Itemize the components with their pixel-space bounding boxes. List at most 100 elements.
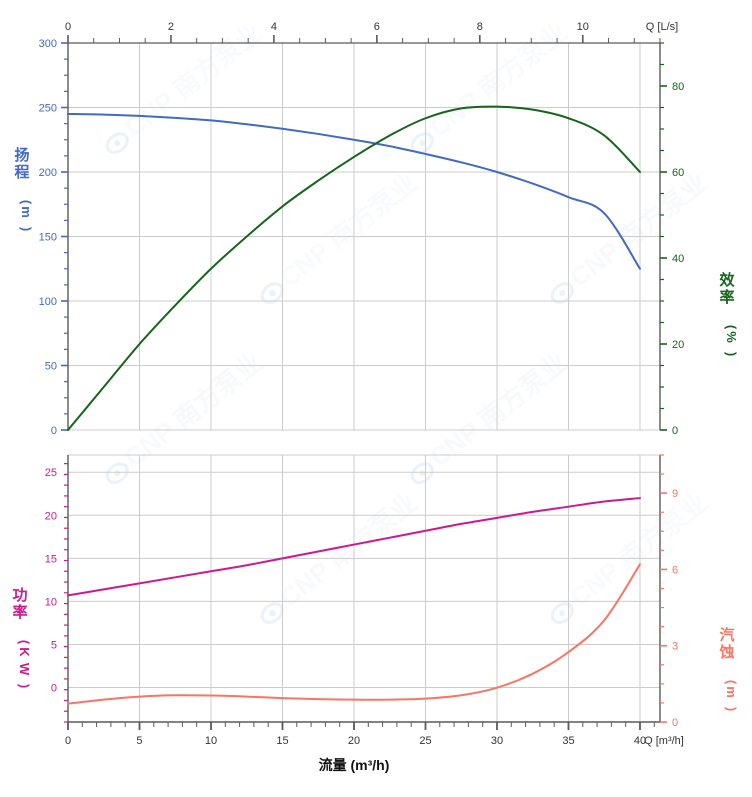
head-axis-title-char: 扬	[14, 146, 29, 164]
bottom-axis-tick-label: 30	[491, 735, 503, 747]
efficiency-axis-tick-label: 40	[672, 253, 684, 265]
watermark-logo-dot-icon	[269, 290, 276, 297]
power-axis-title-char: 功	[12, 587, 27, 604]
watermark-mark: CNP 南方泵业	[260, 167, 423, 304]
head-axis-tick-label: 150	[39, 232, 57, 244]
bottom-axis: 0 5 10 15 20 25 30 35 40Q [m³/h] 流量 (m³/h)	[65, 722, 684, 773]
power-axis-tick-label: 20	[45, 510, 57, 522]
curve-npsh	[67, 563, 641, 705]
top-axis-tick-label: 6	[374, 21, 380, 33]
watermark-logo-icon	[105, 132, 129, 154]
watermark-logo-dot-icon	[114, 470, 121, 477]
watermark-logo-icon	[550, 282, 574, 304]
bottom-axis-tick-label: 0	[65, 735, 71, 747]
npsh-axis: 9 6 3 0 汽蚀 (m)	[660, 454, 739, 729]
watermark-logo-icon	[260, 282, 284, 304]
power-axis-tick-label: 15	[45, 553, 57, 565]
power-axis-title-char: (	[17, 640, 32, 645]
curve-efficiency	[67, 105, 641, 431]
top-axis-tick-label: 0	[65, 21, 71, 33]
npsh-axis-tick-label: 6	[672, 564, 678, 576]
bottom-axis-tick-label: 40	[634, 735, 646, 747]
power-axis-tick-label: 0	[51, 683, 57, 695]
head-axis: 300 250 200 150 100 50 0 扬程 (m)	[14, 38, 68, 437]
npsh-axis-title-char: 蚀	[718, 643, 734, 661]
efficiency-axis-title-char: )	[724, 352, 739, 356]
npsh-axis-title-char: m	[724, 686, 739, 698]
efficiency-axis-title-char: 率	[719, 288, 734, 306]
power-axis-title-char: 率	[12, 603, 27, 621]
watermark-logo-icon	[105, 462, 129, 484]
npsh-axis-tick-label: 3	[672, 641, 678, 653]
head-axis-title-char: 程	[14, 164, 29, 181]
head-axis-title-char: m	[19, 206, 34, 218]
top-axis-title: Q [L/s]	[646, 21, 678, 33]
npsh-axis-tick-label: 0	[672, 717, 678, 729]
watermark-mark: CNP 南方泵业	[105, 347, 268, 484]
bottom-axis-tick-label: 15	[276, 735, 288, 747]
npsh-axis-title-char: 汽	[719, 626, 734, 644]
watermark-text: CNP 南方泵业	[424, 17, 573, 143]
top-axis-tick-label: 8	[477, 21, 483, 33]
npsh-axis-tick-label: 9	[672, 488, 678, 500]
head-axis-tick-label: 200	[39, 167, 57, 179]
watermark-logo-dot-icon	[114, 140, 121, 147]
top-axis-tick-label: 4	[271, 21, 277, 33]
bottom-axis-tick-label: 35	[562, 735, 574, 747]
bottom-axis-tick-label: 10	[205, 735, 217, 747]
head-axis-title-char: (	[19, 200, 34, 205]
watermark-mark: CNP 南方泵业	[105, 17, 268, 154]
curve-head	[67, 112, 641, 270]
efficiency-axis-tick-label: 20	[672, 339, 684, 351]
head-axis-tick-label: 50	[45, 361, 57, 373]
top-axis-tick-label: 2	[168, 21, 174, 33]
watermark-logo-dot-icon	[419, 470, 426, 477]
watermark-logo-icon	[550, 602, 574, 624]
watermark-logo-icon	[410, 132, 434, 154]
watermark-logo-icon	[260, 602, 284, 624]
head-axis-tick-label: 100	[39, 296, 57, 308]
x-axis-title: 流量 (m³/h)	[319, 757, 390, 773]
bottom-axis-tick-label: 20	[348, 735, 360, 747]
watermark-text: CNP 南方泵业	[274, 487, 423, 613]
efficiency-axis-tick-label: 60	[672, 167, 684, 179]
curves	[67, 105, 641, 705]
watermark-text: CNP 南方泵业	[274, 167, 423, 293]
watermark-mark: CNP 南方泵业	[410, 347, 573, 484]
watermark-logo-dot-icon	[419, 140, 426, 147]
efficiency-axis-tick-label: 80	[672, 81, 684, 93]
power-axis-title-char: W	[17, 663, 32, 676]
watermark-logo-icon	[410, 462, 434, 484]
npsh-axis-title-char: )	[724, 707, 739, 711]
npsh-axis-title-char: (	[724, 680, 739, 685]
top-axis: 0 2 4 6 8 10 Q [L/s]	[65, 21, 678, 43]
efficiency-axis-title-char: %	[724, 331, 739, 343]
watermark-logo-dot-icon	[269, 610, 276, 617]
top-axis-tick-label: 10	[577, 21, 589, 33]
watermark-text: CNP 南方泵业	[564, 487, 713, 613]
watermark-text: CNP 南方泵业	[564, 167, 713, 293]
head-axis-tick-label: 250	[39, 103, 57, 115]
efficiency-axis-title-char: (	[724, 325, 739, 330]
bottom-axis-unit-label: Q [m³/h]	[644, 735, 684, 747]
power-axis-title-char: )	[17, 684, 32, 688]
bottom-axis-tick-label: 5	[136, 735, 142, 747]
efficiency-axis-title-char: 效	[719, 271, 735, 289]
head-axis-title-char: )	[19, 227, 34, 231]
power-axis-tick-label: 5	[51, 639, 57, 651]
efficiency-axis: 80 60 40 20 0 效率 (%)	[660, 42, 739, 437]
curve-power	[67, 497, 641, 597]
bottom-axis-tick-label: 25	[419, 735, 431, 747]
power-axis-tick-label: 10	[45, 596, 57, 608]
head-axis-tick-label: 0	[51, 425, 57, 437]
power-axis-tick-label: 25	[45, 467, 57, 479]
power-axis-title-char: K	[17, 647, 32, 657]
watermark-logo-dot-icon	[559, 290, 566, 297]
watermark-logo-dot-icon	[559, 610, 566, 617]
power-axis: 25 20 15 10 5 0 功率 ( KW)	[12, 463, 68, 723]
efficiency-axis-tick-label: 0	[672, 425, 678, 437]
head-axis-tick-label: 300	[39, 38, 57, 50]
